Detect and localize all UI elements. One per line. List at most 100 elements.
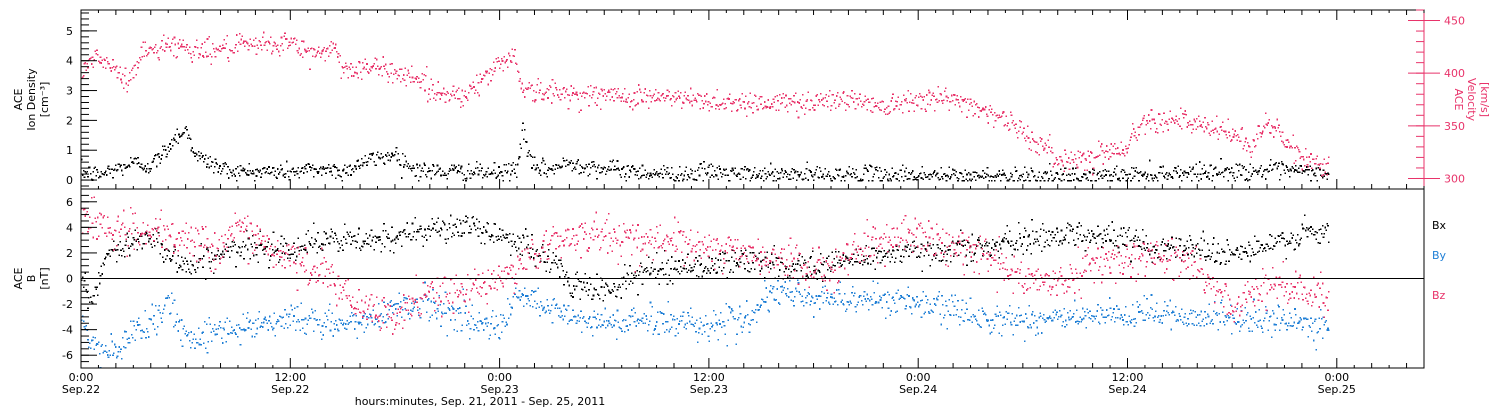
velocity-point bbox=[319, 56, 322, 59]
density-point bbox=[130, 161, 133, 163]
Bx-point bbox=[805, 275, 808, 277]
density-point bbox=[368, 153, 371, 156]
By-point bbox=[549, 312, 551, 314]
velocity-point bbox=[680, 107, 683, 110]
Bx-point bbox=[575, 285, 578, 288]
density-point bbox=[1263, 170, 1265, 173]
velocity-point bbox=[873, 105, 876, 108]
density-point bbox=[1292, 167, 1294, 170]
By-point bbox=[428, 319, 431, 322]
density-point bbox=[688, 175, 690, 178]
velocity-point bbox=[1174, 119, 1177, 121]
By-point bbox=[271, 328, 274, 331]
By-point bbox=[650, 315, 653, 317]
velocity-point bbox=[348, 66, 350, 69]
velocity-point bbox=[276, 48, 278, 50]
density-point bbox=[748, 169, 751, 171]
velocity-point bbox=[1067, 157, 1070, 159]
velocity-point bbox=[640, 99, 643, 101]
Bx-point bbox=[303, 244, 306, 247]
Bx-point bbox=[1317, 242, 1319, 244]
Bx-point bbox=[922, 245, 925, 247]
Bx-point bbox=[226, 250, 228, 253]
velocity-point bbox=[445, 94, 448, 96]
density-point bbox=[629, 169, 631, 171]
velocity-point bbox=[638, 84, 640, 86]
velocity-point bbox=[398, 75, 400, 77]
Bx-point bbox=[936, 244, 939, 246]
By-point bbox=[441, 311, 443, 314]
velocity-point bbox=[223, 38, 226, 41]
density-point bbox=[183, 132, 186, 134]
Bx-point bbox=[549, 271, 551, 273]
velocity-point bbox=[1323, 158, 1326, 160]
Bx-point bbox=[793, 268, 795, 271]
density-point bbox=[486, 175, 489, 178]
density-point bbox=[278, 173, 280, 175]
density-point bbox=[426, 176, 428, 178]
density-point bbox=[1281, 163, 1284, 165]
By-point bbox=[661, 312, 663, 315]
density-point bbox=[1062, 173, 1064, 175]
Bx-point bbox=[884, 255, 886, 257]
Bx-point bbox=[362, 240, 365, 243]
velocity-point bbox=[817, 104, 819, 106]
Bx-point bbox=[1054, 233, 1056, 236]
Bx-point bbox=[151, 246, 153, 249]
density-point bbox=[785, 171, 787, 173]
Bx-point bbox=[609, 292, 612, 294]
Bx-point bbox=[209, 267, 211, 270]
density-point bbox=[329, 167, 332, 169]
velocity-point bbox=[657, 92, 660, 94]
velocity-point bbox=[1325, 163, 1327, 165]
density-point bbox=[1058, 178, 1061, 181]
By-point bbox=[565, 308, 567, 310]
density-point bbox=[1244, 179, 1246, 181]
Bx-point bbox=[239, 254, 242, 257]
velocity-point bbox=[875, 105, 877, 107]
density-point bbox=[557, 167, 559, 170]
density-point bbox=[685, 166, 687, 168]
density-point bbox=[935, 174, 937, 177]
By-point bbox=[590, 327, 592, 329]
By-point bbox=[504, 325, 506, 328]
density-point bbox=[478, 169, 481, 172]
density-point bbox=[701, 167, 703, 169]
Bx-point bbox=[919, 251, 922, 254]
Bx-point bbox=[180, 256, 183, 258]
density-point bbox=[656, 174, 659, 177]
density-point bbox=[1247, 171, 1250, 174]
By-point bbox=[211, 340, 213, 343]
Bx-point bbox=[525, 246, 528, 249]
velocity-point bbox=[297, 52, 300, 54]
velocity-point bbox=[184, 49, 186, 52]
density-point bbox=[1023, 180, 1025, 182]
velocity-point bbox=[266, 49, 268, 51]
Bx-point bbox=[235, 265, 237, 268]
velocity-point bbox=[428, 88, 431, 90]
velocity-point bbox=[926, 103, 929, 106]
velocity-point bbox=[823, 105, 826, 107]
By-point bbox=[325, 325, 327, 328]
velocity-point bbox=[289, 44, 292, 47]
density-point bbox=[360, 164, 362, 166]
By-point bbox=[429, 316, 432, 319]
density-point bbox=[872, 175, 875, 178]
By-point bbox=[470, 315, 473, 318]
density-point bbox=[115, 170, 118, 172]
density-point bbox=[1050, 170, 1052, 172]
velocity-point bbox=[1074, 154, 1076, 156]
Bx-point bbox=[1259, 247, 1261, 249]
Bx-point bbox=[1039, 235, 1041, 237]
density-point bbox=[554, 168, 556, 171]
velocity-point bbox=[1118, 152, 1121, 155]
velocity-point bbox=[455, 91, 457, 93]
Bx-point bbox=[1051, 231, 1054, 233]
Bx-point bbox=[570, 295, 572, 297]
density-point bbox=[1296, 171, 1299, 174]
density-point bbox=[459, 167, 462, 170]
velocity-point bbox=[275, 45, 277, 48]
velocity-point bbox=[133, 64, 136, 67]
Bx-point bbox=[845, 256, 848, 259]
By-point bbox=[155, 333, 158, 336]
